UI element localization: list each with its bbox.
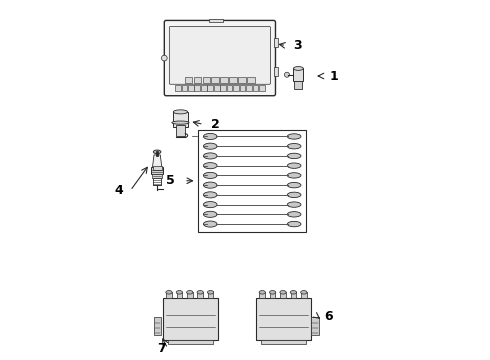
Bar xyxy=(252,85,258,91)
Bar xyxy=(274,67,278,76)
Ellipse shape xyxy=(172,121,189,124)
Bar xyxy=(153,317,161,336)
Text: 5: 5 xyxy=(166,174,175,187)
Bar xyxy=(168,339,213,344)
Bar xyxy=(227,85,232,91)
Bar xyxy=(214,85,220,91)
Bar xyxy=(153,166,162,170)
Bar xyxy=(207,85,213,91)
Bar xyxy=(212,77,220,83)
Bar xyxy=(176,125,185,136)
Bar xyxy=(259,292,265,298)
Text: 1: 1 xyxy=(329,69,338,82)
Text: 4: 4 xyxy=(114,184,123,197)
Bar xyxy=(198,130,306,232)
Circle shape xyxy=(285,72,290,77)
Ellipse shape xyxy=(197,291,203,294)
Ellipse shape xyxy=(294,67,303,70)
Ellipse shape xyxy=(270,291,276,294)
Bar xyxy=(294,81,302,89)
Ellipse shape xyxy=(287,183,301,188)
Ellipse shape xyxy=(203,143,217,149)
Bar xyxy=(259,85,265,91)
Bar xyxy=(152,174,162,178)
Bar xyxy=(202,77,210,83)
Ellipse shape xyxy=(287,202,301,207)
Bar xyxy=(181,85,187,91)
Bar xyxy=(229,77,237,83)
Bar xyxy=(220,77,228,83)
Text: 2: 2 xyxy=(211,118,220,131)
Ellipse shape xyxy=(203,192,217,198)
Bar xyxy=(176,292,182,298)
Bar xyxy=(197,292,203,298)
Ellipse shape xyxy=(287,212,301,217)
Ellipse shape xyxy=(301,291,307,294)
Ellipse shape xyxy=(287,134,301,139)
Ellipse shape xyxy=(203,221,217,227)
Ellipse shape xyxy=(187,291,193,294)
Ellipse shape xyxy=(290,291,296,294)
Polygon shape xyxy=(152,155,162,170)
Ellipse shape xyxy=(287,144,301,149)
Ellipse shape xyxy=(166,291,172,294)
Bar xyxy=(247,77,255,83)
Ellipse shape xyxy=(203,211,217,217)
Bar xyxy=(185,77,193,83)
FancyBboxPatch shape xyxy=(170,27,270,84)
Bar xyxy=(151,167,163,174)
Ellipse shape xyxy=(287,221,301,227)
Bar xyxy=(280,292,286,298)
Bar xyxy=(187,292,193,298)
Bar xyxy=(175,85,181,91)
Bar xyxy=(270,292,275,298)
Ellipse shape xyxy=(207,291,214,294)
Circle shape xyxy=(161,55,167,61)
FancyBboxPatch shape xyxy=(164,21,275,96)
Bar xyxy=(301,292,307,298)
Bar xyxy=(194,77,201,83)
Ellipse shape xyxy=(280,291,286,294)
Ellipse shape xyxy=(173,110,188,114)
Bar xyxy=(195,85,200,91)
Text: 3: 3 xyxy=(294,39,302,52)
Ellipse shape xyxy=(287,192,301,198)
Bar xyxy=(291,292,296,298)
Ellipse shape xyxy=(176,291,183,294)
Ellipse shape xyxy=(203,182,217,188)
Bar xyxy=(294,68,303,81)
Bar xyxy=(274,39,278,47)
Ellipse shape xyxy=(287,153,301,159)
Bar xyxy=(173,112,188,127)
Bar xyxy=(233,85,239,91)
Ellipse shape xyxy=(203,172,217,179)
Bar xyxy=(238,77,246,83)
Ellipse shape xyxy=(153,150,161,154)
Bar xyxy=(208,292,214,298)
Ellipse shape xyxy=(287,173,301,178)
Text: 6: 6 xyxy=(324,310,333,323)
Bar xyxy=(246,85,252,91)
Ellipse shape xyxy=(203,153,217,159)
Text: 7: 7 xyxy=(157,342,166,355)
Ellipse shape xyxy=(203,163,217,169)
Bar xyxy=(163,298,218,339)
Ellipse shape xyxy=(203,202,217,208)
Bar xyxy=(209,19,223,22)
Bar xyxy=(166,292,172,298)
Ellipse shape xyxy=(259,291,266,294)
Bar xyxy=(256,298,311,339)
Bar xyxy=(261,339,306,344)
Ellipse shape xyxy=(287,163,301,168)
Ellipse shape xyxy=(203,134,217,140)
Bar xyxy=(220,85,226,91)
Bar xyxy=(153,174,161,185)
Bar xyxy=(240,85,245,91)
Bar xyxy=(311,317,319,336)
Bar xyxy=(188,85,194,91)
Bar xyxy=(201,85,207,91)
